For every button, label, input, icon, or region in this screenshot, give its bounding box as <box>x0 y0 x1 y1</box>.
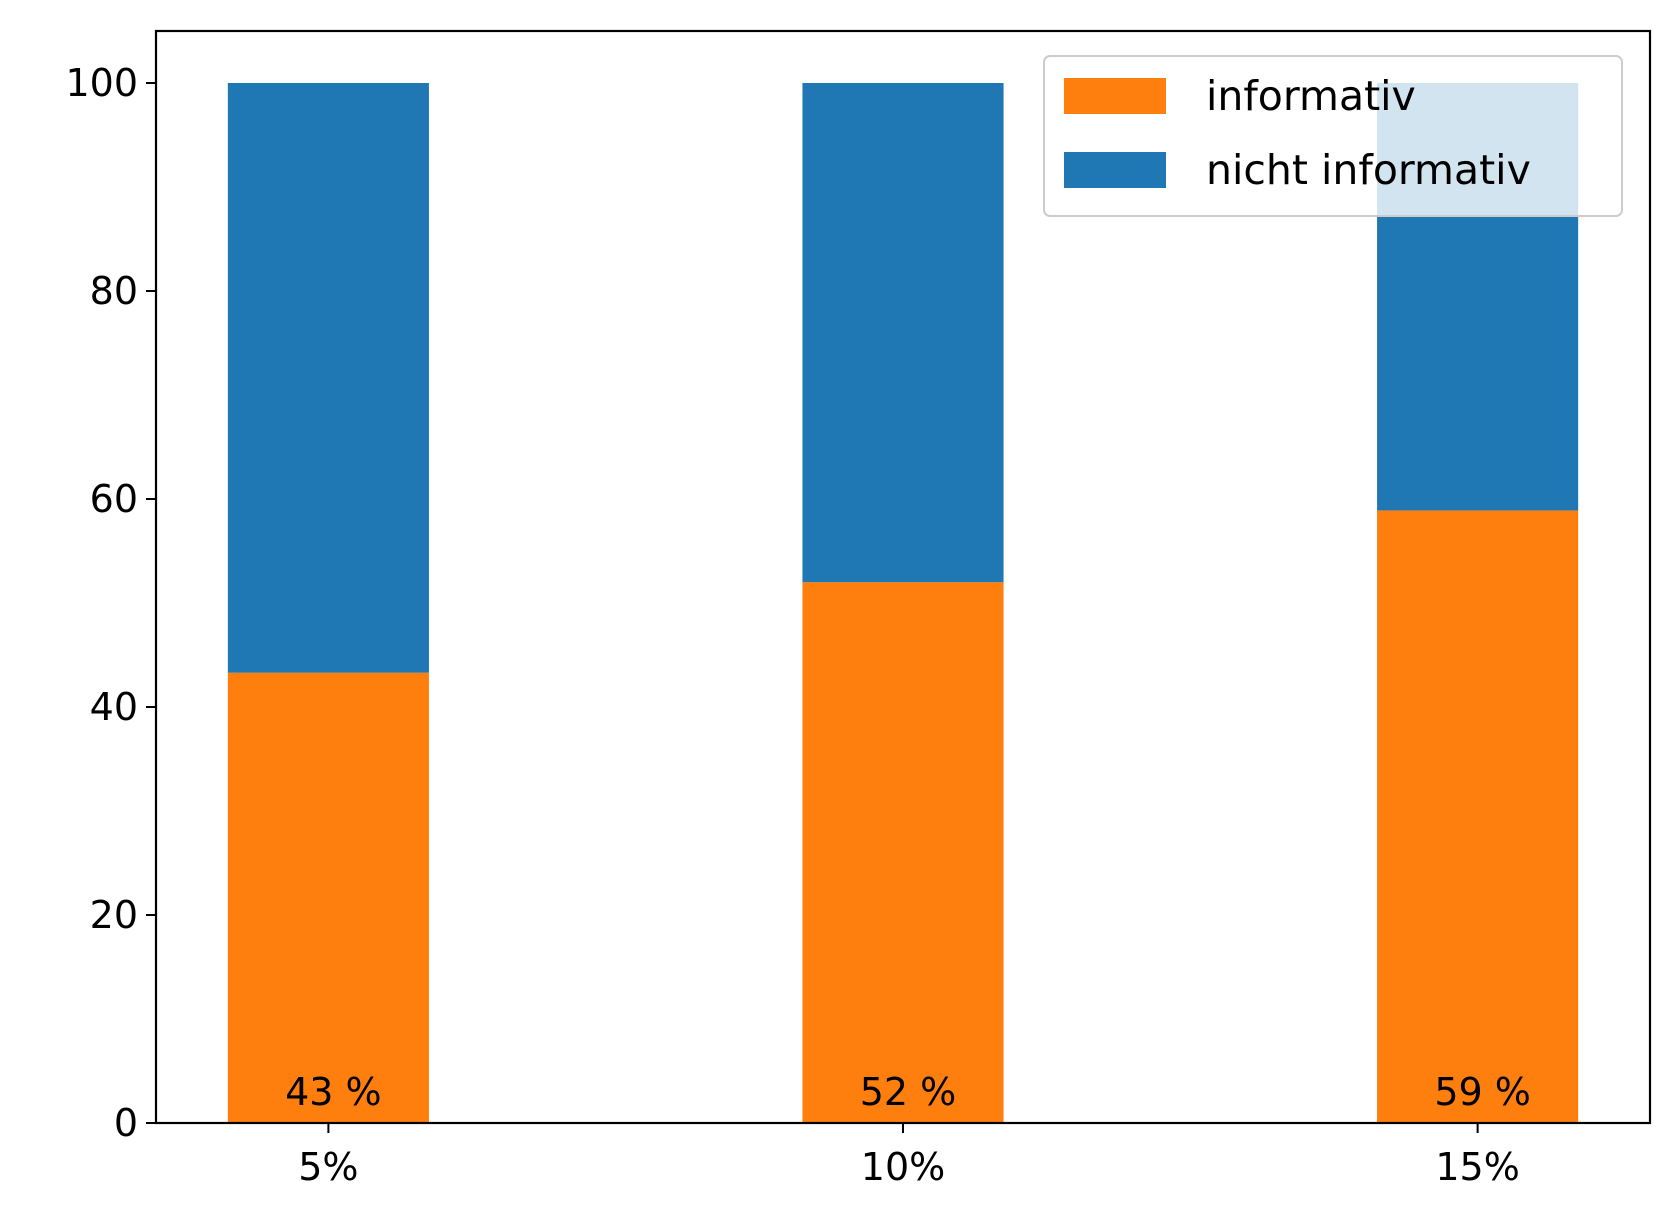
data-label-0: 43 % <box>285 1070 382 1114</box>
bar-informativ-0 <box>227 672 429 1123</box>
y-tick-label-40: 40 <box>90 685 138 729</box>
legend-label-1: nicht informativ <box>1206 146 1531 194</box>
legend: informativ nicht informativ <box>1043 55 1623 217</box>
data-labels-layer: 43 % 52 % 59 % <box>285 1070 1531 1114</box>
x-tick-label-0: 5% <box>298 1145 358 1189</box>
y-tick-label-20: 20 <box>90 893 138 937</box>
y-tick-label-100: 100 <box>65 61 138 105</box>
legend-box <box>1043 55 1623 217</box>
legend-label-0: informativ <box>1206 72 1416 120</box>
bars-layer <box>227 83 1579 1123</box>
legend-swatch-0 <box>1064 78 1166 114</box>
data-label-1: 52 % <box>860 1070 957 1114</box>
y-axis: 0 20 40 60 80 100 <box>65 61 156 1145</box>
legend-swatch-1 <box>1064 152 1166 188</box>
bar-informativ-2 <box>1377 510 1579 1123</box>
bar-informativ-1 <box>802 582 1004 1123</box>
bar-nicht-informativ-1 <box>802 83 1004 583</box>
x-tick-label-1: 10% <box>861 1145 945 1189</box>
x-axis: 5% 10% 15% <box>298 1123 1520 1189</box>
bar-nicht-informativ-0 <box>227 83 429 673</box>
data-label-2: 59 % <box>1434 1070 1531 1114</box>
x-tick-label-2: 15% <box>1435 1145 1519 1189</box>
y-tick-label-0: 0 <box>114 1101 138 1145</box>
y-tick-label-60: 60 <box>90 477 138 521</box>
y-tick-label-80: 80 <box>90 269 138 313</box>
